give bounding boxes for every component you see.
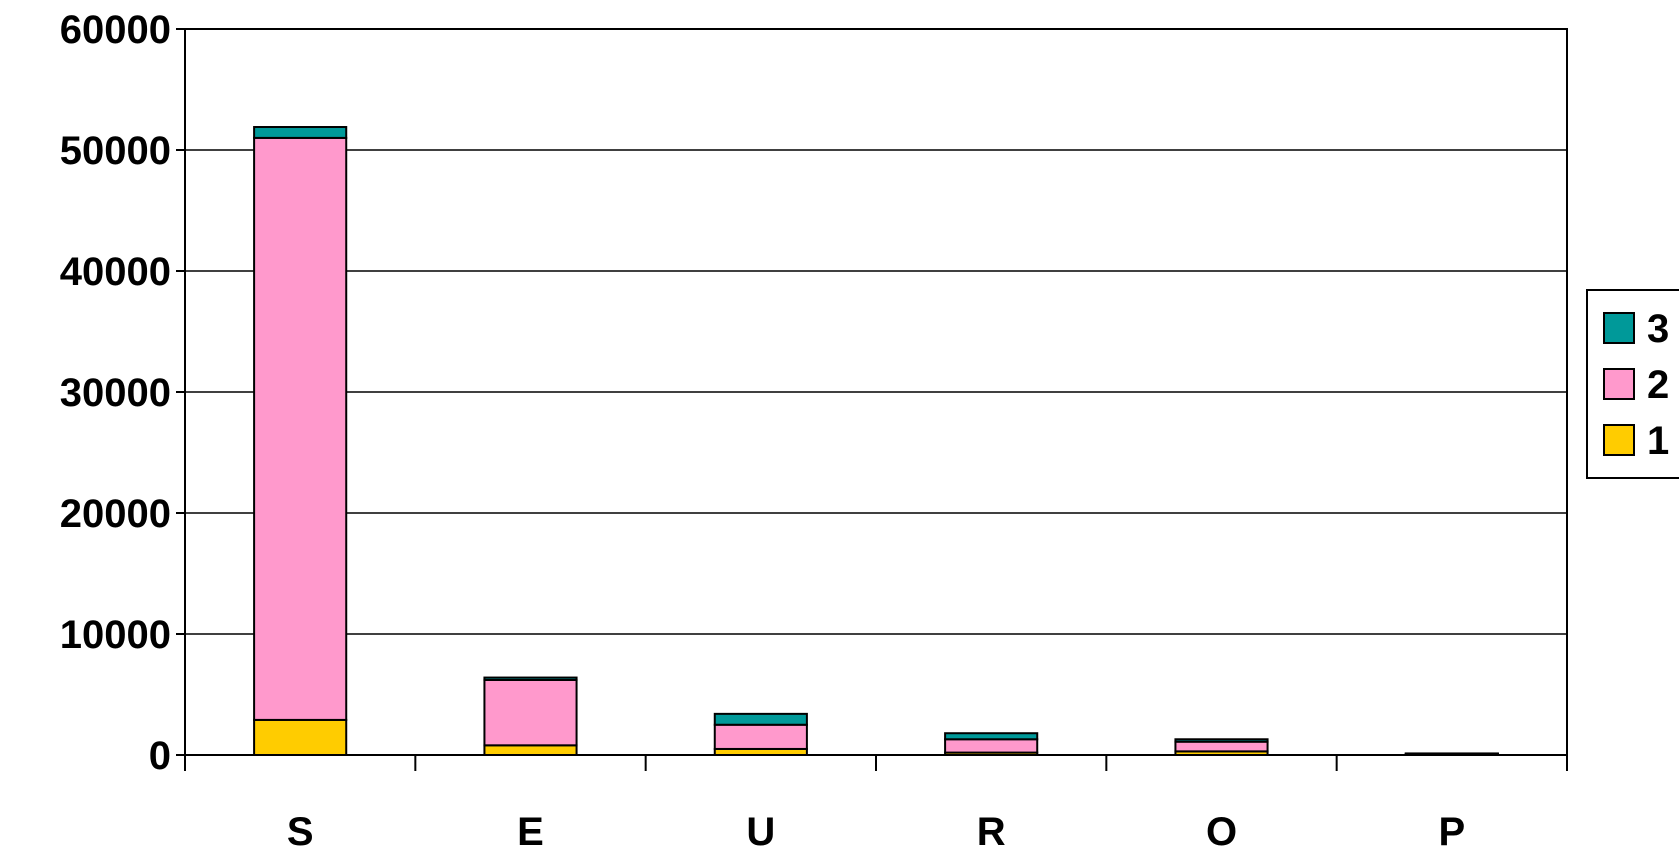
legend-swatch-2 [1604, 369, 1634, 399]
y-axis-tick-labels: 0 10000 20000 30000 40000 50000 60000 [60, 8, 185, 778]
legend-label-2: 2 [1647, 363, 1669, 407]
y-tick-label: 10000 [60, 613, 171, 657]
x-tick-label-U: U [746, 810, 775, 848]
bar-segment-O-series-2 [1175, 742, 1267, 752]
bar-segment-E-series-2 [484, 680, 576, 745]
bar-segment-E-series-1 [484, 745, 576, 755]
bars [254, 127, 1498, 755]
y-tick-label: 60000 [60, 8, 171, 52]
bar-segment-U-series-2 [715, 725, 807, 749]
x-tick-label-E: E [517, 810, 544, 848]
y-tick-label: 0 [149, 734, 171, 778]
x-tick-label-R: R [977, 810, 1006, 848]
legend-label-3: 3 [1647, 307, 1669, 351]
bar-segment-S-series-3 [254, 127, 346, 138]
bar-segment-R-series-3 [945, 733, 1037, 739]
y-tick-label: 40000 [60, 250, 171, 294]
y-tick-label: 20000 [60, 492, 171, 536]
x-tick-label-S: S [287, 810, 314, 848]
x-tick-label-P: P [1438, 810, 1465, 848]
x-tick-label-O: O [1206, 810, 1237, 848]
y-tick-label: 30000 [60, 371, 171, 415]
legend-swatch-3 [1604, 313, 1634, 343]
legend-swatch-1 [1604, 425, 1634, 455]
bar-segment-U-series-3 [715, 714, 807, 725]
bar-segment-S-series-2 [254, 138, 346, 720]
bar-segment-O-series-3 [1175, 739, 1267, 741]
y-tick-label: 50000 [60, 129, 171, 173]
legend-label-1: 1 [1647, 419, 1669, 463]
grid-lines [185, 150, 1567, 634]
legend: 3 2 1 [1587, 290, 1679, 478]
bar-segment-S-series-1 [254, 720, 346, 755]
bar-segment-R-series-2 [945, 739, 1037, 752]
bar-segment-E-series-3 [484, 678, 576, 680]
